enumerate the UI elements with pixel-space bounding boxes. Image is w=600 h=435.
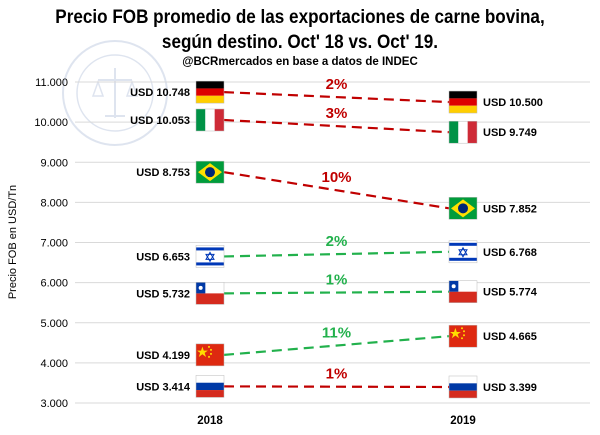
y-axis-label: Precio FOB en USD/Tn (7, 185, 19, 299)
germany-flag-icon (195, 80, 225, 104)
germany-flag-icon (448, 90, 478, 114)
italy-flag-icon (195, 108, 225, 132)
russia-label-2018: USD 3.414 (136, 381, 191, 393)
chile-series-line (223, 290, 450, 295)
brazil-series-line (223, 171, 450, 210)
y-tick-label: 6.000 (40, 278, 68, 290)
israel-label-2019: USD 6.768 (483, 247, 537, 259)
y-tick-label: 10.000 (34, 117, 68, 129)
flags (195, 80, 478, 399)
y-axis: 3.000 4.000 5.000 6.000 7.000 8.000 9.000 10.00… (34, 77, 68, 410)
italy-label-2018: USD 10.053 (130, 115, 190, 127)
brazil-label-2018: USD 8.753 (136, 167, 190, 179)
italy-series-line (223, 118, 450, 134)
russia-series-line (223, 385, 450, 389)
china-series-line (223, 335, 450, 356)
y-tick-label: 3.000 (40, 398, 68, 410)
chart-title-line2: según destino. Oct' 18 vs. Oct' 19. (161, 32, 439, 53)
russia-change-label: 1% (326, 366, 348, 383)
israel-series-line (223, 250, 450, 258)
germany-change-label: 2% (326, 76, 348, 93)
italy-label-2019: USD 9.749 (483, 127, 537, 139)
brazil-flag-icon (448, 197, 478, 220)
italy-flag-icon (448, 120, 478, 144)
chile-change-label: 1% (326, 272, 348, 289)
brazil-flag-icon (195, 160, 225, 184)
israel-label-2018: USD 6.653 (136, 251, 190, 263)
y-tick-label: 5.000 (40, 318, 68, 330)
china-change-label: 11% (322, 325, 351, 342)
watermark-seal-icon (62, 40, 168, 146)
chile-label-2019: USD 5.774 (483, 287, 538, 299)
chile-flag-icon (448, 280, 478, 303)
germany-label-2018: USD 10.748 (130, 87, 190, 99)
y-tick-label: 8.000 (40, 197, 68, 209)
grid (75, 81, 590, 404)
china-flag-icon (448, 324, 478, 348)
y-tick-label: 9.000 (40, 157, 68, 169)
chile-flag-icon (195, 282, 225, 305)
china-flag-icon (195, 343, 225, 367)
chile-label-2018: USD 5.732 (136, 288, 190, 300)
israel-change-label: 2% (326, 233, 348, 250)
russia-flag-icon (195, 375, 225, 398)
israel-flag-icon (448, 240, 478, 264)
brazil-change-label: 10% (321, 169, 351, 186)
x-tick-label: 2019 (450, 415, 476, 427)
russia-label-2019: USD 3.399 (483, 382, 537, 394)
series-lines (223, 91, 450, 389)
china-label-2019: USD 4.665 (483, 331, 537, 343)
x-axis: 2018 2019 (197, 415, 476, 427)
china-label-2018: USD 4.199 (136, 350, 190, 362)
chart-subtitle: @BCRmercados en base a datos de INDEC (182, 56, 418, 68)
brazil-label-2019: USD 7.852 (483, 203, 537, 215)
data-labels: USD 10.748 USD 10.500 2% USD 10.053 USD 9.74… (130, 76, 543, 394)
chart-title-line1: Precio FOB promedio de las exportaciones… (55, 7, 545, 28)
germany-series-line (223, 91, 450, 104)
italy-change-label: 3% (326, 105, 348, 122)
israel-flag-icon (195, 245, 225, 268)
germany-label-2019: USD 10.500 (483, 97, 543, 109)
russia-flag-icon (448, 375, 478, 399)
y-tick-label: 11.000 (35, 77, 68, 89)
y-tick-label: 7.000 (40, 238, 68, 250)
y-tick-label: 4.000 (40, 358, 68, 370)
x-tick-label: 2018 (197, 415, 223, 427)
